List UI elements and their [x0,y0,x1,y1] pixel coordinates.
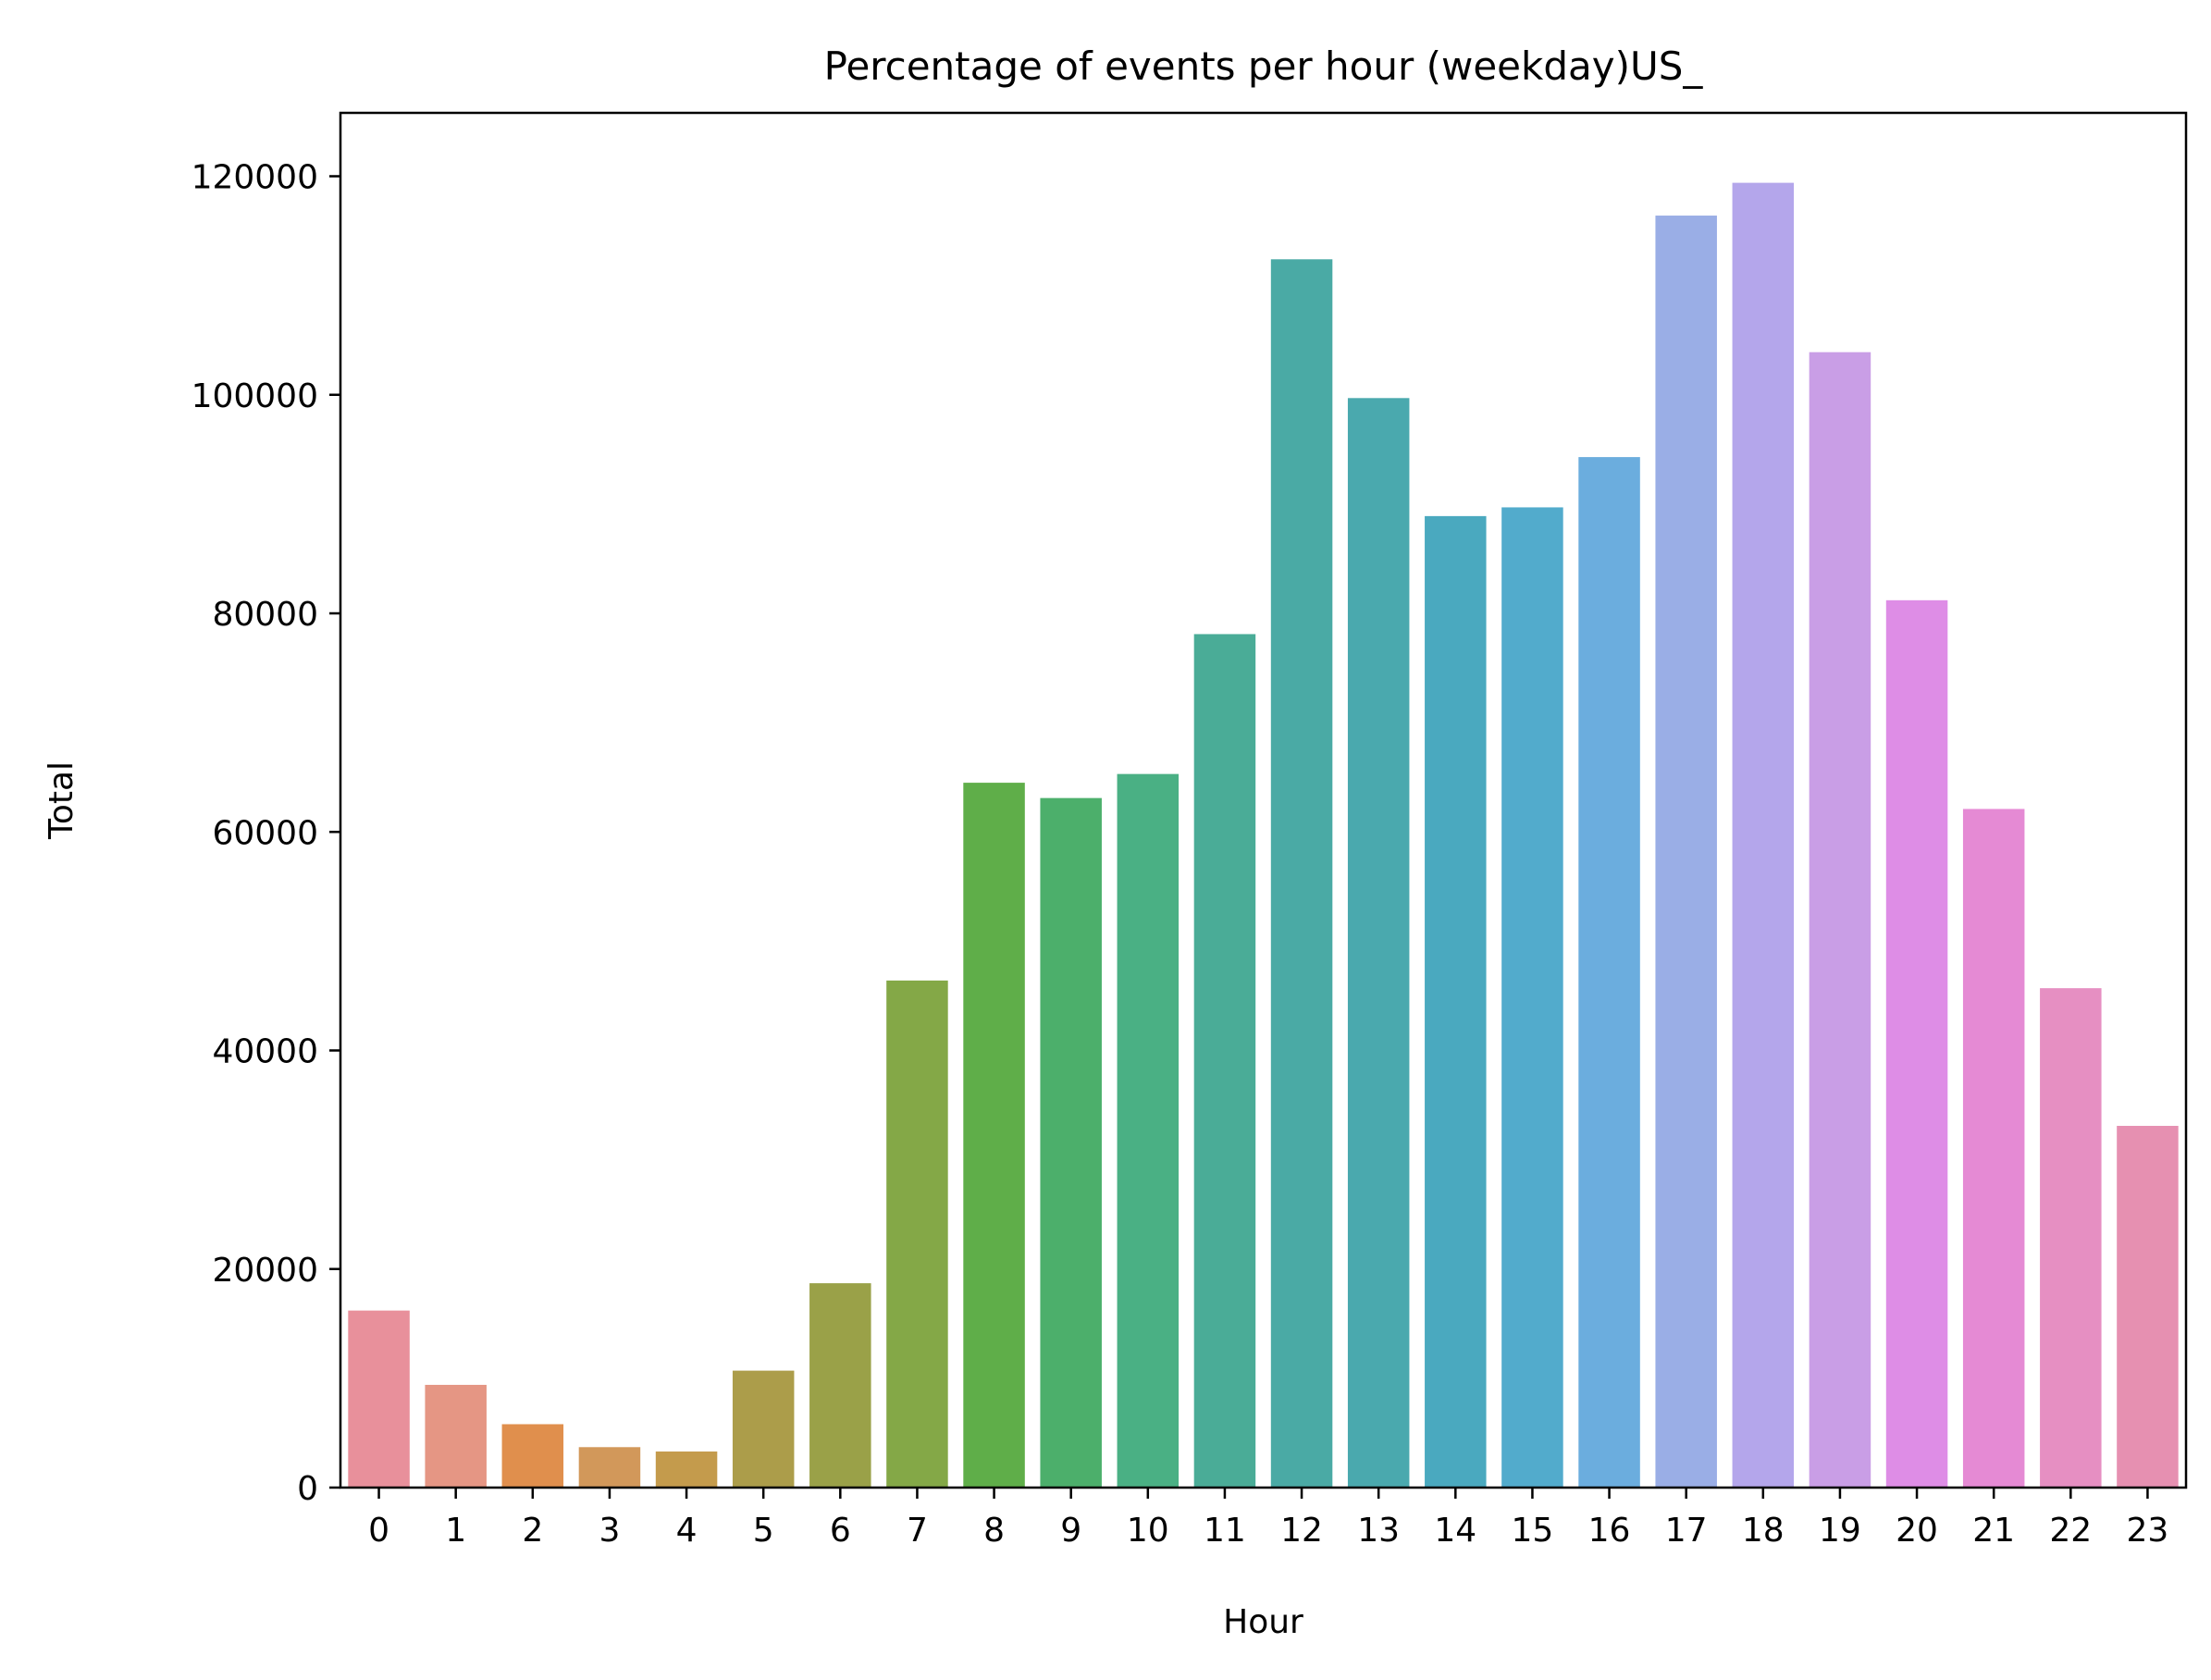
bar-hour-18 [1732,182,1795,1489]
bar-hour-6 [809,1283,871,1488]
y-tick-label: 20000 [212,1252,318,1290]
x-tick-label: 6 [830,1512,851,1550]
bar-hour-8 [963,783,1025,1488]
plot-frame [339,111,2188,1489]
x-tick-label: 3 [599,1512,620,1550]
x-tick-label: 18 [1742,1512,1785,1550]
chart-title: Percentage of events per hour (weekday)U… [824,43,1704,89]
x-tick-label: 9 [1060,1512,1081,1550]
x-tick-label: 4 [676,1512,698,1550]
x-tick-label: 17 [1665,1512,1708,1550]
x-tick-label: 8 [983,1512,1005,1550]
x-tick-label: 2 [522,1512,543,1550]
x-tick-label: 10 [1127,1512,1169,1550]
x-tick-label: 19 [1819,1512,1861,1550]
y-tick-label: 80000 [212,596,318,634]
x-tick-label: 12 [1280,1512,1323,1550]
x-tick-label: 15 [1512,1512,1554,1550]
bar-hour-22 [2040,988,2102,1488]
x-tick-label: 14 [1434,1512,1476,1550]
bar-hour-19 [1809,352,1871,1489]
bars-layer [348,182,2179,1489]
bar-hour-20 [1885,599,1948,1488]
y-tick-label: 60000 [212,814,318,852]
bar-hour-1 [425,1384,487,1488]
bar-hour-4 [655,1451,718,1488]
x-tick-label: 0 [368,1512,389,1550]
y-tick-label: 100000 [191,377,318,415]
bar-hour-17 [1655,216,1717,1488]
bar-hour-10 [1117,773,1180,1488]
y-tick-label: 120000 [191,159,318,197]
x-tick-label: 1 [445,1512,466,1550]
ticks-layer: 0 1 2 3 4 5 6 7 8 9 10 11 12 13 14 15 16 17 18 19 20 21 22 2302… [191,159,2169,1550]
x-axis-label: Hour [1223,1603,1303,1641]
bar-hour-9 [1040,797,1102,1488]
bar-hour-12 [1270,259,1333,1488]
bar-hour-2 [501,1424,564,1488]
x-tick-label: 5 [753,1512,774,1550]
bar-hour-7 [886,980,948,1488]
bar-hour-16 [1578,457,1640,1489]
bar-hour-23 [2117,1126,2179,1488]
x-tick-label: 11 [1204,1512,1246,1550]
y-axis-label: Total [43,761,80,840]
bar-hour-21 [1962,809,2025,1488]
x-tick-label: 7 [907,1512,928,1550]
y-tick-label: 40000 [212,1033,318,1071]
x-tick-label: 23 [2127,1512,2169,1550]
x-tick-label: 21 [1972,1512,2015,1550]
bar-hour-3 [578,1447,641,1488]
bar-hour-13 [1347,398,1410,1488]
bar-hour-5 [732,1370,795,1488]
x-tick-label: 13 [1357,1512,1400,1550]
bar-hour-0 [348,1310,410,1488]
y-tick-label: 0 [297,1470,318,1508]
x-tick-label: 20 [1896,1512,1938,1550]
bar-hour-11 [1193,634,1256,1488]
bar-hour-15 [1501,507,1563,1489]
x-tick-label: 22 [2049,1512,2092,1550]
x-tick-label: 16 [1588,1512,1631,1550]
bar-hour-14 [1425,515,1487,1488]
